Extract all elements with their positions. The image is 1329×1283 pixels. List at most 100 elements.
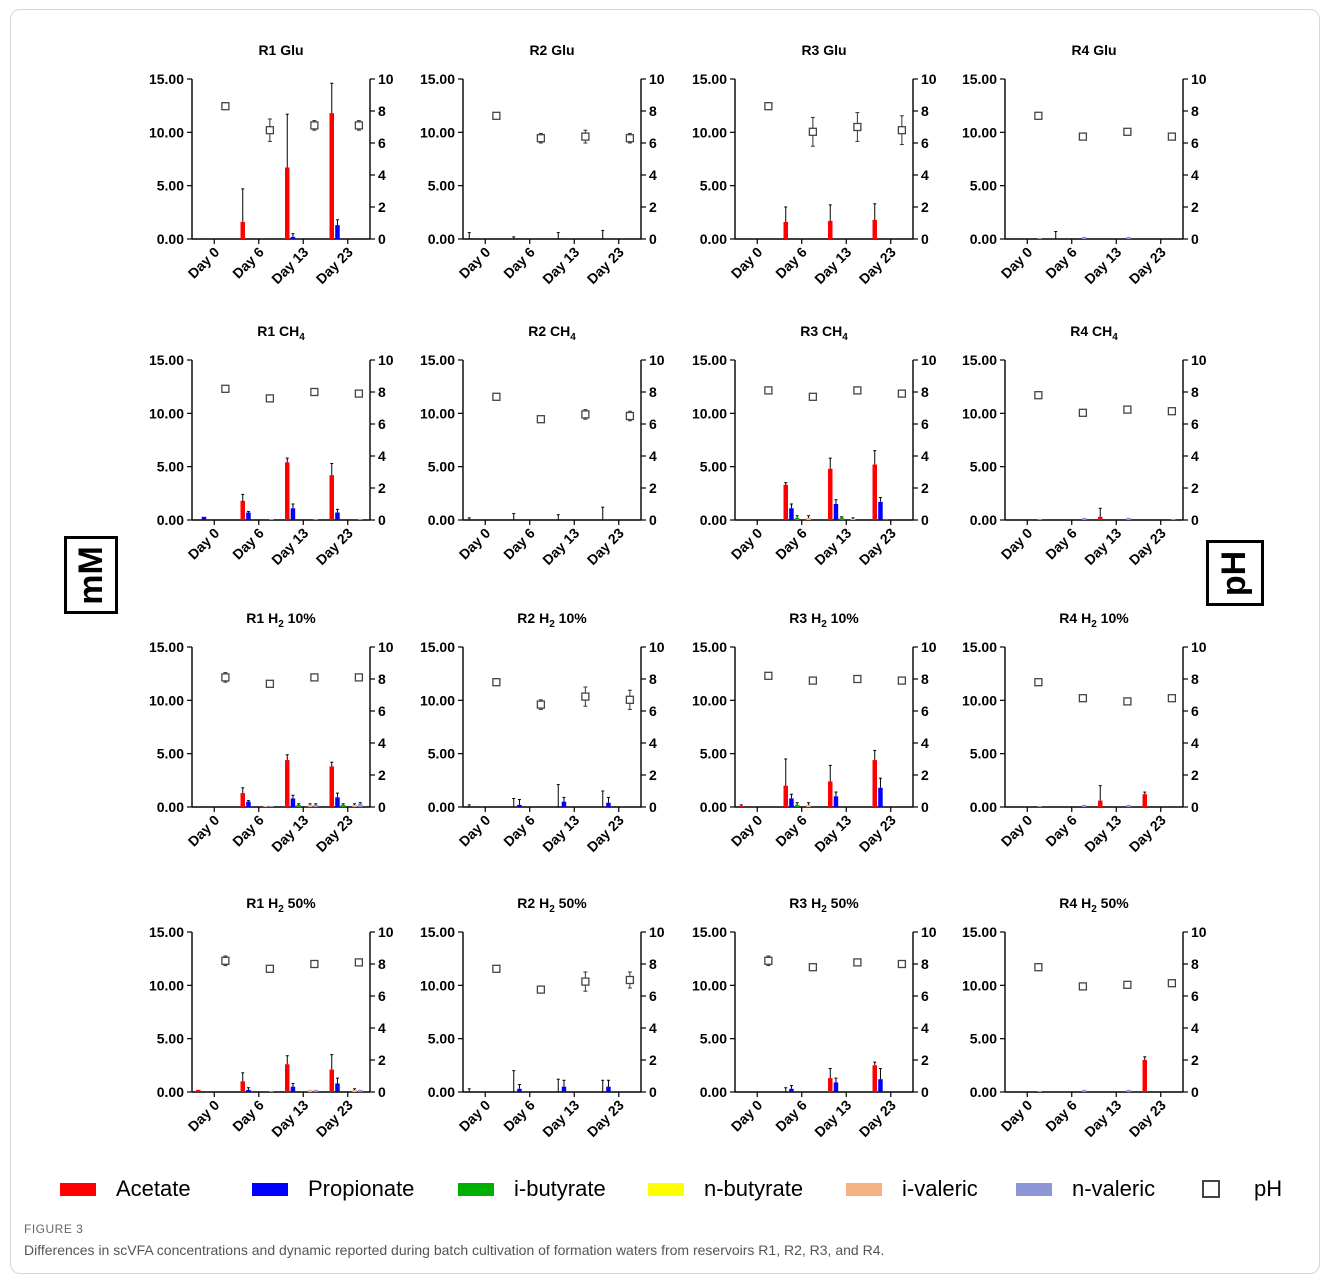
right-tick-label: 6 — [1191, 135, 1199, 151]
x-tick-label: Day 6 — [500, 1097, 538, 1135]
ph-marker — [625, 411, 635, 421]
ph-marker — [853, 122, 862, 132]
legend-swatch-nvaleric — [1016, 1182, 1052, 1196]
ph-marker — [1078, 982, 1088, 991]
ph-marker — [764, 386, 773, 395]
left-tick-label: 5.00 — [428, 746, 455, 762]
chart-title: R2 H2 50% — [517, 895, 587, 915]
bar-propionate — [833, 1082, 839, 1092]
chart-title: R3 CH4 — [800, 323, 848, 343]
right-tick-label: 0 — [378, 1084, 386, 1100]
x-tick-label: Day 23 — [1126, 812, 1169, 855]
x-tick-label: Day 0 — [185, 244, 223, 282]
right-tick-label: 8 — [1191, 956, 1199, 972]
ph-marker — [1123, 127, 1132, 136]
chart-title-main: R3 H — [789, 895, 821, 911]
left-tick-label: 10.00 — [149, 124, 184, 140]
bar-acetate — [828, 220, 833, 239]
bar-i-butyrate — [883, 518, 889, 520]
x-tick-label: Day 6 — [229, 1097, 267, 1135]
chart-title-suffix: 50% — [1097, 895, 1129, 911]
bar-propionate — [606, 802, 611, 807]
x-tick-label: Day 6 — [1042, 244, 1080, 282]
right-tick-label: 8 — [1191, 671, 1199, 687]
right-tick-label: 6 — [378, 988, 386, 1004]
right-tick-label: 6 — [378, 135, 386, 151]
x-tick-label: Day 0 — [185, 1097, 223, 1135]
x-tick-label: Day 13 — [539, 525, 582, 568]
bar-n-valeric — [358, 518, 363, 520]
left-axis-label: mM — [64, 536, 118, 614]
ph-marker — [853, 386, 862, 395]
right-tick-label: 10 — [1191, 71, 1207, 87]
chart-title-suffix: 10% — [284, 610, 316, 626]
chart-title-main: R3 Glu — [801, 42, 846, 58]
legend-label-propionate: Propionate — [308, 1176, 415, 1201]
left-tick-label: 10.00 — [420, 124, 455, 140]
bar-i-butyrate — [794, 804, 800, 807]
ph-marker — [625, 975, 635, 985]
right-tick-label: 10 — [378, 924, 394, 940]
bar-n-valeric — [313, 1089, 318, 1092]
legend-item-acetate: Acetate — [60, 1174, 191, 1204]
chart-title: R4 Glu — [1071, 42, 1116, 58]
bar-i-valeric — [850, 518, 856, 520]
left-tick-label: 10.00 — [149, 692, 184, 708]
ph-marker — [1078, 132, 1088, 141]
left-tick-label: 0.00 — [970, 1084, 997, 1100]
left-tick-label: 15.00 — [149, 352, 184, 368]
legend-label-nvaleric: n-valeric — [1072, 1176, 1156, 1201]
ph-marker — [1167, 132, 1177, 141]
ph-marker — [1034, 963, 1043, 972]
x-tick-label: Day 6 — [1042, 525, 1080, 563]
bar-acetate — [329, 1069, 334, 1092]
bar-i-butyrate — [794, 517, 800, 520]
chart-title: R3 H2 10% — [789, 610, 859, 630]
chart-title-suffix: 10% — [555, 610, 587, 626]
right-tick-label: 10 — [921, 639, 937, 655]
chart-title: R1 CH4 — [257, 323, 305, 343]
chart-title-suffix: 50% — [827, 895, 859, 911]
ph-marker — [853, 958, 862, 967]
ph-marker — [310, 121, 319, 130]
bar-n-valeric — [313, 518, 318, 520]
bar-i-valeric — [263, 805, 268, 807]
bar-n-valeric — [358, 803, 363, 807]
bar-propionate — [290, 508, 296, 520]
ph-marker — [310, 673, 319, 682]
right-tick-label: 10 — [1191, 639, 1207, 655]
left-tick-label: 15.00 — [962, 924, 997, 940]
left-tick-label: 15.00 — [149, 639, 184, 655]
chart-title-subscript: 2 — [1091, 904, 1097, 915]
chart-title: R1 H2 10% — [246, 610, 316, 630]
right-tick-label: 6 — [1191, 416, 1199, 432]
chart-title: R3 Glu — [801, 42, 846, 58]
bar-acetate — [828, 468, 833, 520]
bar-i-valeric — [352, 804, 357, 807]
chart-title-subscript: 4 — [842, 332, 848, 343]
ph-marker — [764, 956, 773, 965]
right-tick-label: 4 — [921, 448, 929, 464]
x-tick-label: Day 6 — [500, 812, 538, 850]
bar-propionate — [606, 1086, 611, 1092]
left-tick-label: 0.00 — [428, 512, 455, 528]
x-tick-label: Day 0 — [998, 244, 1036, 282]
chart-title-suffix: 50% — [284, 895, 316, 911]
ph-marker — [354, 958, 364, 967]
bar-acetate — [285, 760, 290, 807]
x-tick-label: Day 6 — [1042, 1097, 1080, 1135]
ph-marker — [536, 415, 546, 424]
ph-marker — [221, 956, 230, 965]
x-tick-label: Day 23 — [856, 812, 899, 855]
left-tick-label: 10.00 — [692, 124, 727, 140]
bar-acetate — [872, 464, 877, 520]
x-tick-label: Day 0 — [456, 1097, 494, 1135]
x-tick-label: Day 13 — [539, 1097, 582, 1140]
left-tick-label: 5.00 — [970, 746, 997, 762]
legend: Acetate Propionate i-butyrate n-butyrate… — [60, 1174, 1290, 1204]
right-tick-label: 0 — [378, 799, 386, 815]
ph-marker — [625, 695, 635, 704]
right-tick-label: 6 — [649, 988, 657, 1004]
